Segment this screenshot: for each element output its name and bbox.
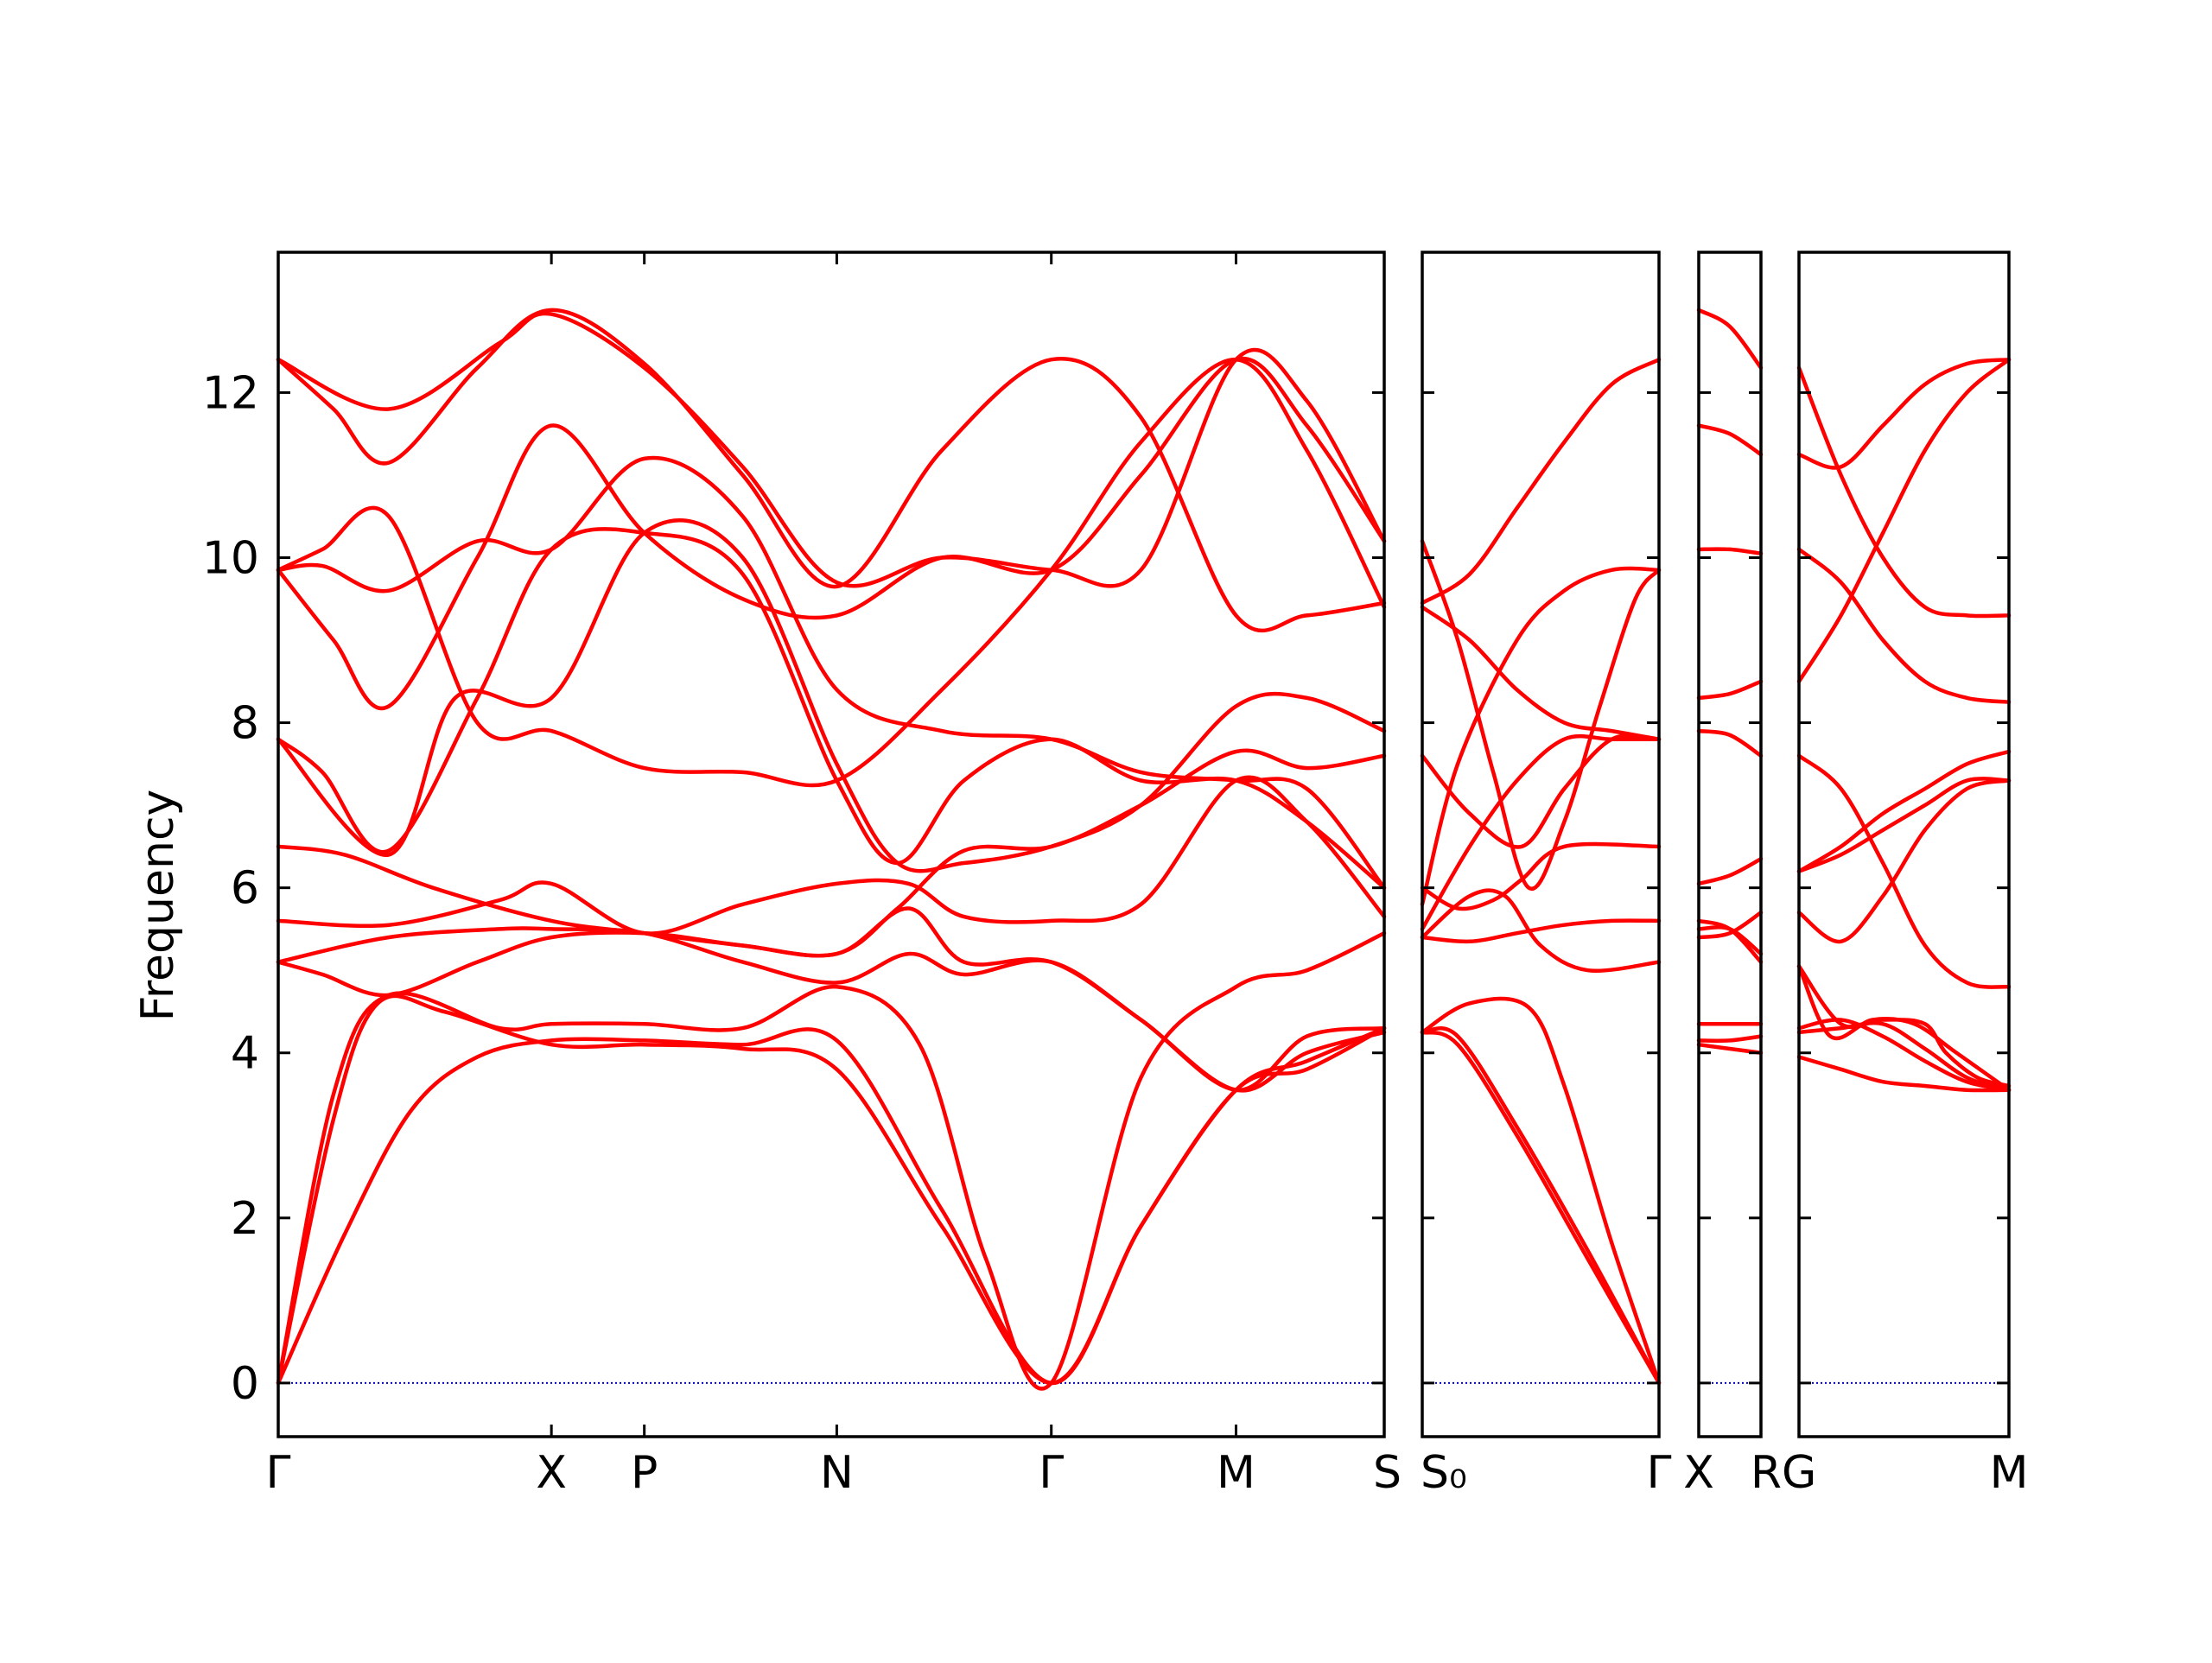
- band-line: [1796, 547, 2012, 704]
- y-tick-label: 6: [231, 863, 259, 915]
- y-tick-label: 12: [202, 367, 259, 419]
- y-tick-label: 8: [231, 698, 259, 750]
- band-line: [1420, 566, 1662, 907]
- x-tick-label: Γ: [1647, 1447, 1672, 1499]
- x-tick-label: N: [820, 1447, 854, 1499]
- band-line: [1420, 996, 1662, 1386]
- band-line: [276, 518, 1387, 873]
- y-tick-label: 2: [231, 1193, 259, 1245]
- band-line: [276, 311, 1387, 588]
- x-tick-label: Γ: [266, 1447, 291, 1499]
- panel-area-3: [1799, 252, 2009, 1437]
- panel-frame: [276, 251, 1386, 1438]
- x-tick-label: S: [1373, 1447, 1402, 1499]
- band-line: [276, 748, 1387, 958]
- panel-frame: [1797, 251, 2011, 1438]
- x-tick-label: X: [536, 1447, 567, 1499]
- band-line: [276, 455, 1387, 890]
- x-tick-label: G: [1782, 1447, 1816, 1499]
- panel-frame: [1421, 251, 1661, 1438]
- band-line: [1420, 918, 1662, 944]
- band-line: [1796, 964, 2012, 1092]
- band-line: [1696, 856, 1764, 886]
- band-line: [1420, 1030, 1662, 1386]
- x-tick-label: X: [1683, 1447, 1714, 1499]
- band-line: [1420, 841, 1662, 911]
- band-line: [1796, 365, 2012, 619]
- band-line: [1420, 888, 1662, 974]
- x-tick-label: P: [631, 1447, 658, 1499]
- y-tick-label: 4: [231, 1028, 259, 1080]
- band-line: [1420, 1026, 1662, 1386]
- band-line: [1796, 753, 2012, 989]
- band-line: [1696, 308, 1764, 371]
- panel-area-2: [1699, 252, 1761, 1437]
- x-tick-label: M: [1217, 1447, 1255, 1499]
- x-tick-label: S₀: [1421, 1447, 1467, 1499]
- band-line: [1796, 777, 2012, 873]
- x-tick-label: R: [1751, 1447, 1782, 1499]
- band-line: [276, 356, 1387, 711]
- band-line: [1796, 964, 2012, 1089]
- band-line: [276, 527, 1387, 890]
- band-line: [1420, 605, 1662, 741]
- band-line: [276, 775, 1387, 936]
- y-tick-label: 10: [202, 532, 259, 584]
- band-line: [276, 993, 1387, 1386]
- band-line: [1696, 1034, 1764, 1044]
- panel-area-0: [278, 252, 1384, 1437]
- band-line: [1696, 679, 1764, 701]
- band-line: [1696, 423, 1764, 457]
- y-tick-label: 0: [231, 1358, 259, 1410]
- band-line: [1796, 749, 2012, 873]
- band-line: [276, 930, 1387, 1391]
- band-line: [276, 926, 1387, 1092]
- band-line: [1796, 1055, 2012, 1093]
- x-tick-label: Γ: [1039, 1447, 1064, 1499]
- band-line: [1420, 357, 1662, 606]
- band-line: [1696, 911, 1764, 940]
- band-line: [1696, 728, 1764, 759]
- y-axis-label: Frequency: [132, 790, 184, 1022]
- band-line: [1696, 918, 1764, 964]
- band-line: [276, 1025, 1387, 1386]
- band-line: [276, 308, 1387, 633]
- band-line: [1796, 357, 2012, 684]
- band-line: [1696, 547, 1764, 555]
- band-line: [1796, 1020, 2012, 1092]
- band-line: [1420, 539, 1662, 892]
- panel-frame: [1697, 251, 1763, 1438]
- band-line: [1796, 778, 2012, 944]
- x-tick-label: M: [1990, 1447, 2029, 1499]
- band-line: [1420, 733, 1662, 849]
